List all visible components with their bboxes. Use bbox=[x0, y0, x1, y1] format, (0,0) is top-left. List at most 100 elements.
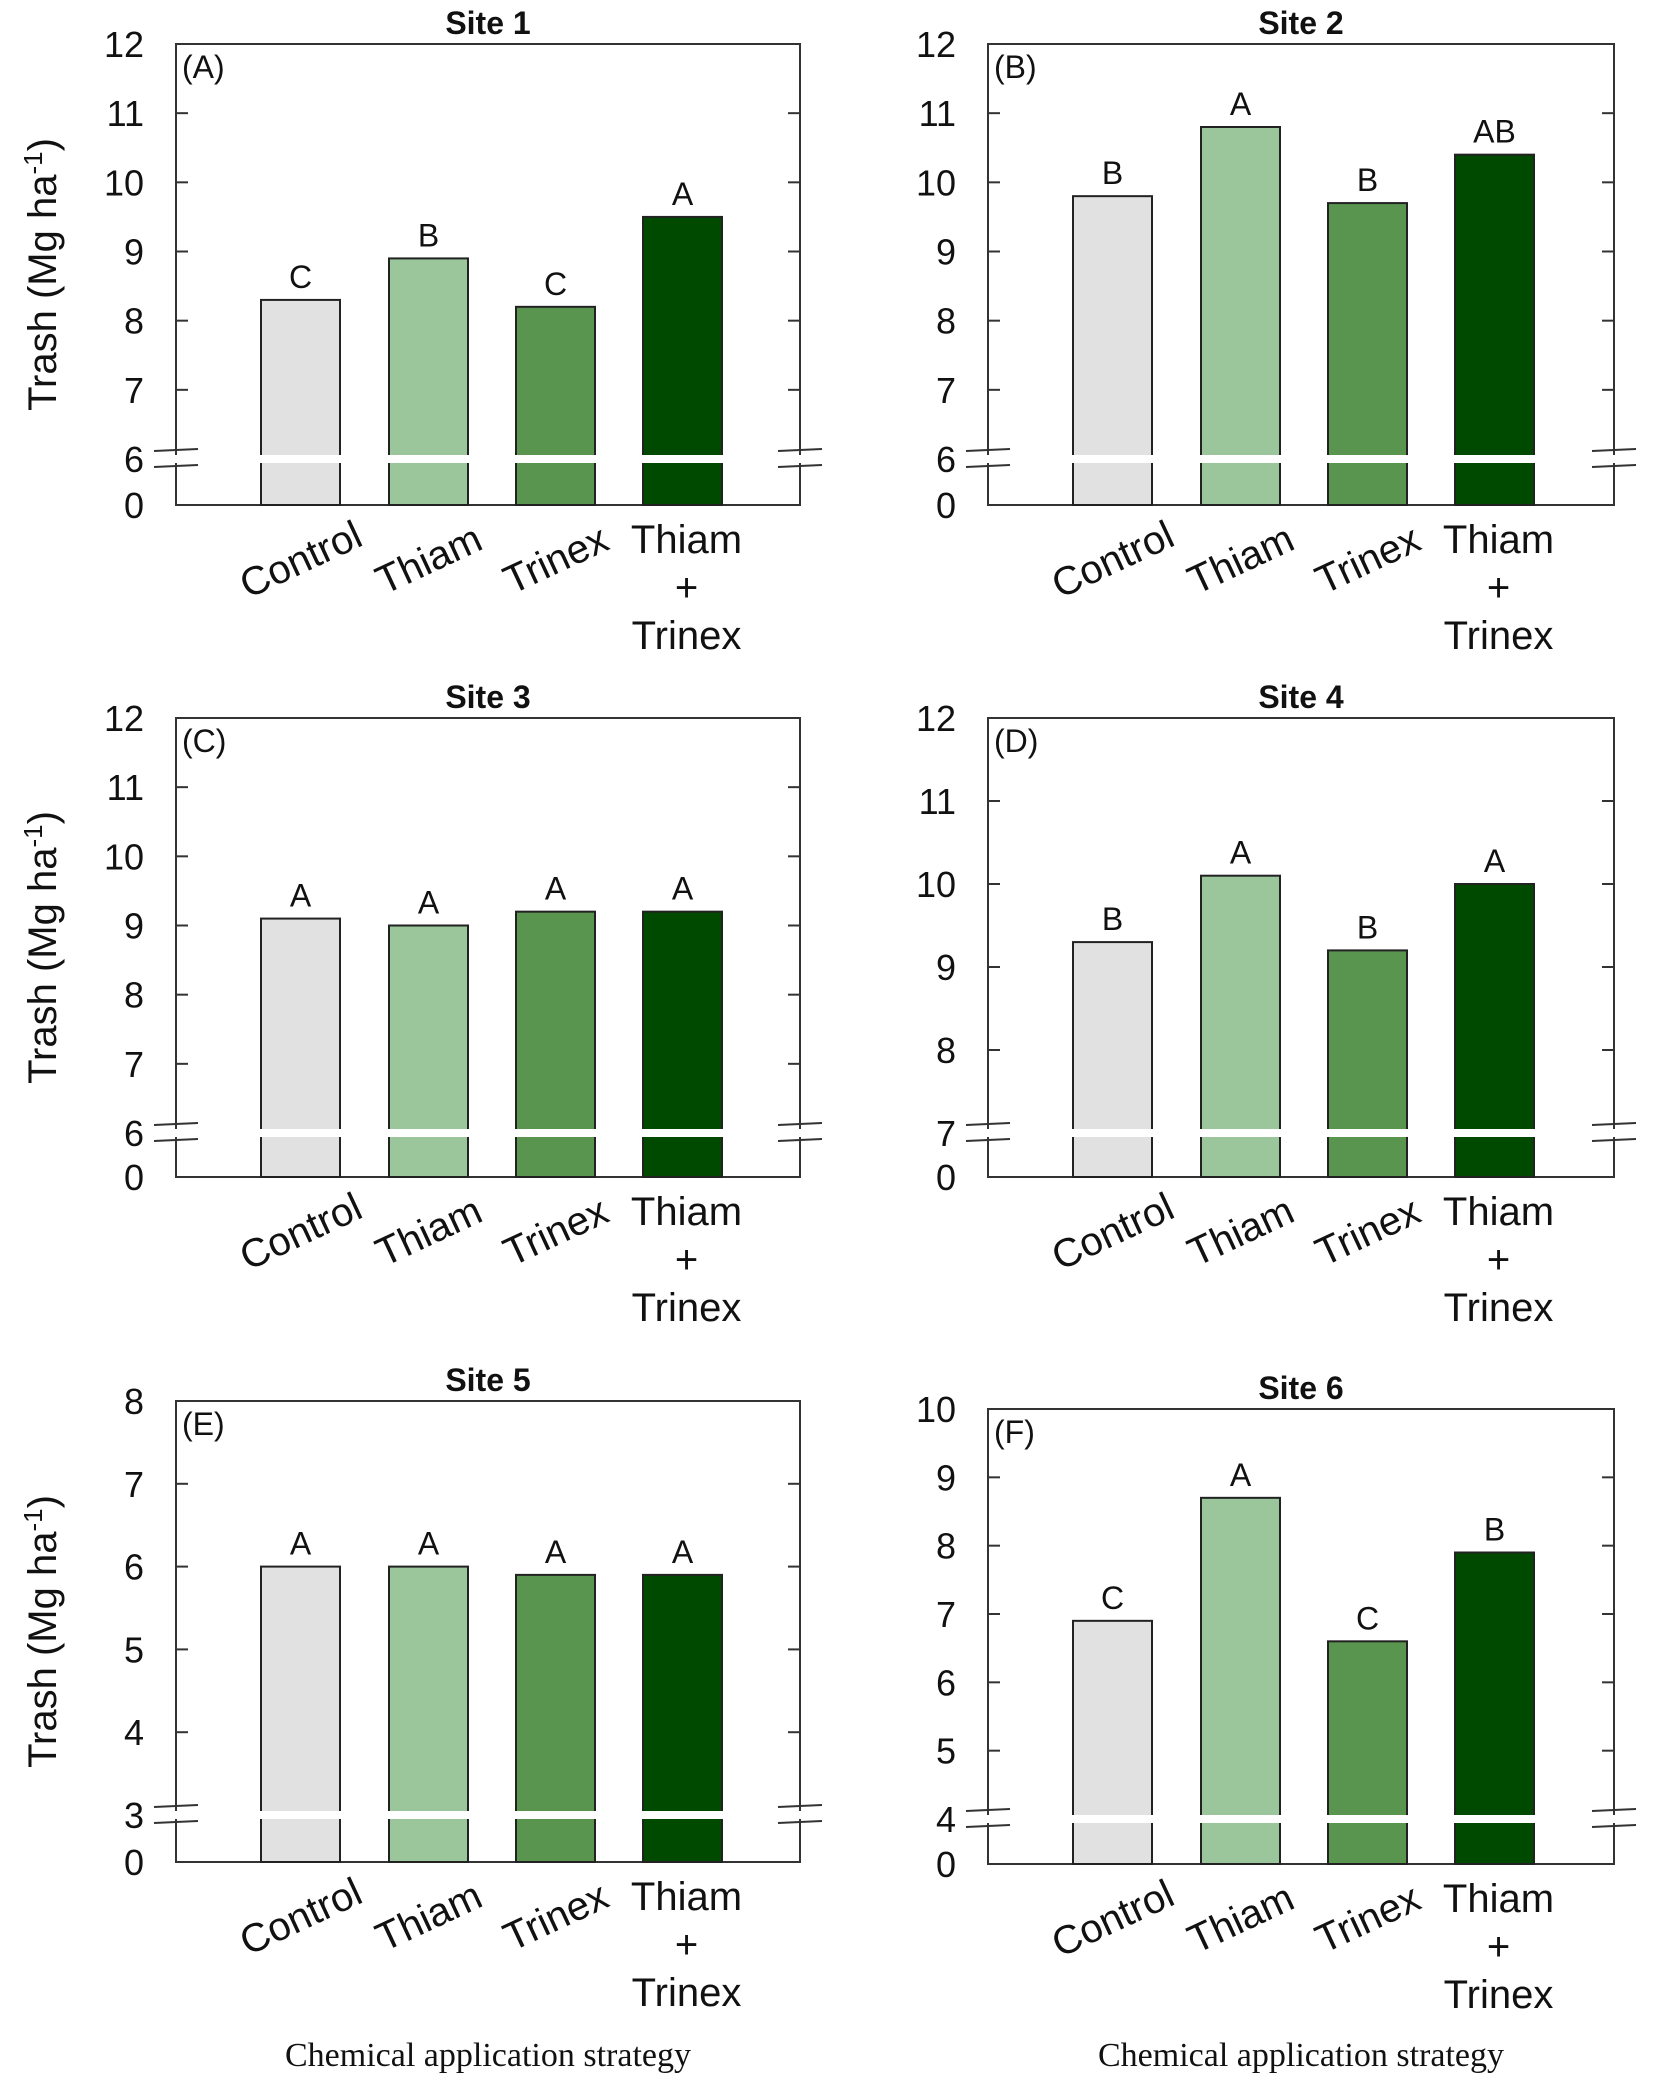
bar-control bbox=[1072, 195, 1153, 507]
axis-break-mark bbox=[153, 1122, 199, 1126]
y-tick-label-zero: 0 bbox=[124, 1842, 144, 1883]
panel-label: (D) bbox=[994, 723, 1038, 759]
panel-label: (A) bbox=[182, 49, 225, 85]
significance-letter: C bbox=[1101, 1580, 1124, 1616]
y-tick-label: 8 bbox=[936, 1030, 956, 1071]
category-label-stacked: Trinex bbox=[1444, 614, 1554, 658]
category-label: Control bbox=[233, 1870, 368, 1964]
y-tick-label: 12 bbox=[916, 698, 956, 739]
axis-break-band bbox=[958, 1815, 1644, 1823]
significance-letter: A bbox=[290, 1526, 312, 1562]
bar-thiam_trinex bbox=[1454, 1551, 1535, 1865]
y-tick-label: 11 bbox=[107, 767, 144, 808]
y-tick-label: 7 bbox=[936, 1113, 956, 1154]
y-axis-title-superscript: -1 bbox=[18, 151, 48, 174]
plot-frame bbox=[175, 1400, 801, 1863]
y-tick-label: 9 bbox=[124, 906, 144, 947]
axis-break-mark bbox=[1591, 1824, 1637, 1828]
axis-break-mark bbox=[1591, 1808, 1637, 1812]
category-label: Trinex bbox=[1309, 517, 1427, 603]
category-label: Thiam bbox=[1181, 1875, 1300, 1962]
bar-trinex bbox=[1327, 949, 1408, 1179]
y-tick-label: 6 bbox=[124, 1113, 144, 1154]
category-label-stacked: + bbox=[675, 566, 698, 610]
category-label-stacked: Thiam bbox=[631, 518, 742, 562]
y-tick-label: 6 bbox=[124, 1547, 144, 1588]
axis-break-mark bbox=[965, 1824, 1011, 1828]
category-label-stacked: + bbox=[675, 1923, 698, 1967]
category-label: Thiam bbox=[1181, 516, 1300, 603]
category-label: Control bbox=[233, 1185, 368, 1279]
axis-break-mark bbox=[777, 1138, 823, 1142]
y-tick-label: 7 bbox=[124, 1464, 144, 1505]
axis-break-mark bbox=[153, 464, 199, 468]
axis-break-band bbox=[958, 455, 1644, 463]
y-tick-label: 3 bbox=[124, 1795, 144, 1836]
y-tick-label: 8 bbox=[124, 301, 144, 342]
axis-break-mark bbox=[1591, 1122, 1637, 1126]
panel-label: (F) bbox=[994, 1414, 1035, 1450]
y-axis-title-main: Trash (Mg ha bbox=[21, 847, 65, 1084]
axis-break-mark bbox=[777, 1122, 823, 1126]
y-tick-label-zero: 0 bbox=[936, 1844, 956, 1885]
y-axis-title: Trash (Mg ha-1) bbox=[18, 138, 65, 411]
significance-letter: A bbox=[1230, 86, 1252, 122]
y-tick-label: 10 bbox=[104, 836, 144, 877]
bar-trinex bbox=[515, 910, 596, 1179]
y-tick-label: 11 bbox=[919, 93, 956, 134]
bar-thiam_trinex bbox=[1454, 883, 1535, 1178]
y-axis-title-superscript: -1 bbox=[18, 824, 48, 847]
category-label-stacked: Trinex bbox=[1444, 1973, 1554, 2017]
y-axis-title-superscript: -1 bbox=[18, 1508, 48, 1531]
y-tick-label: 11 bbox=[107, 93, 144, 134]
axis-break-mark bbox=[965, 1808, 1011, 1812]
category-label: Thiam bbox=[1181, 1188, 1300, 1275]
x-axis-title: Chemical application strategy bbox=[285, 2037, 691, 2074]
y-tick-label: 6 bbox=[124, 439, 144, 480]
y-axis-title: Trash (Mg ha-1) bbox=[18, 811, 65, 1084]
bar-control bbox=[1072, 941, 1153, 1178]
category-label-stacked: Trinex bbox=[1444, 1286, 1554, 1330]
category-label: Trinex bbox=[1309, 1876, 1427, 1962]
significance-letter: A bbox=[1230, 1457, 1252, 1493]
significance-letter: C bbox=[544, 266, 567, 302]
y-axis-title-suffix: ) bbox=[21, 138, 65, 151]
axis-break-mark bbox=[777, 464, 823, 468]
y-axis-title-suffix: ) bbox=[21, 811, 65, 824]
y-tick-label-zero: 0 bbox=[124, 1157, 144, 1198]
significance-letter: A bbox=[1230, 835, 1252, 871]
significance-letter: A bbox=[418, 885, 440, 921]
y-tick-label: 7 bbox=[936, 370, 956, 411]
y-axis-title-suffix: ) bbox=[21, 1495, 65, 1508]
significance-letter: B bbox=[1357, 162, 1378, 198]
axis-break-mark bbox=[153, 1804, 199, 1808]
significance-letter: B bbox=[1102, 901, 1123, 937]
category-label-stacked: Thiam bbox=[1443, 1190, 1554, 1234]
category-label: Control bbox=[1045, 1185, 1180, 1279]
significance-letter: B bbox=[418, 217, 439, 253]
category-label: Trinex bbox=[1309, 1189, 1427, 1275]
chart-title: Site 1 bbox=[445, 5, 530, 41]
significance-letter: A bbox=[672, 1534, 694, 1570]
y-tick-label-zero: 0 bbox=[936, 1157, 956, 1198]
y-tick-label: 5 bbox=[936, 1731, 956, 1772]
axis-break-mark bbox=[965, 1138, 1011, 1142]
y-tick-label: 8 bbox=[124, 1381, 144, 1422]
bar-thiam bbox=[388, 924, 469, 1178]
axis-break-mark bbox=[777, 448, 823, 452]
bar-thiam bbox=[1200, 1496, 1281, 1866]
category-label-stacked: Trinex bbox=[632, 614, 742, 658]
panel-label: (E) bbox=[182, 1406, 225, 1442]
axis-break-band bbox=[958, 1129, 1644, 1137]
axis-break-band bbox=[146, 1129, 830, 1137]
significance-letter: B bbox=[1357, 909, 1378, 945]
y-tick-label: 9 bbox=[936, 947, 956, 988]
category-label-stacked: + bbox=[1487, 1238, 1510, 1282]
y-tick-label: 8 bbox=[936, 301, 956, 342]
bar-thiam_trinex bbox=[642, 910, 723, 1179]
